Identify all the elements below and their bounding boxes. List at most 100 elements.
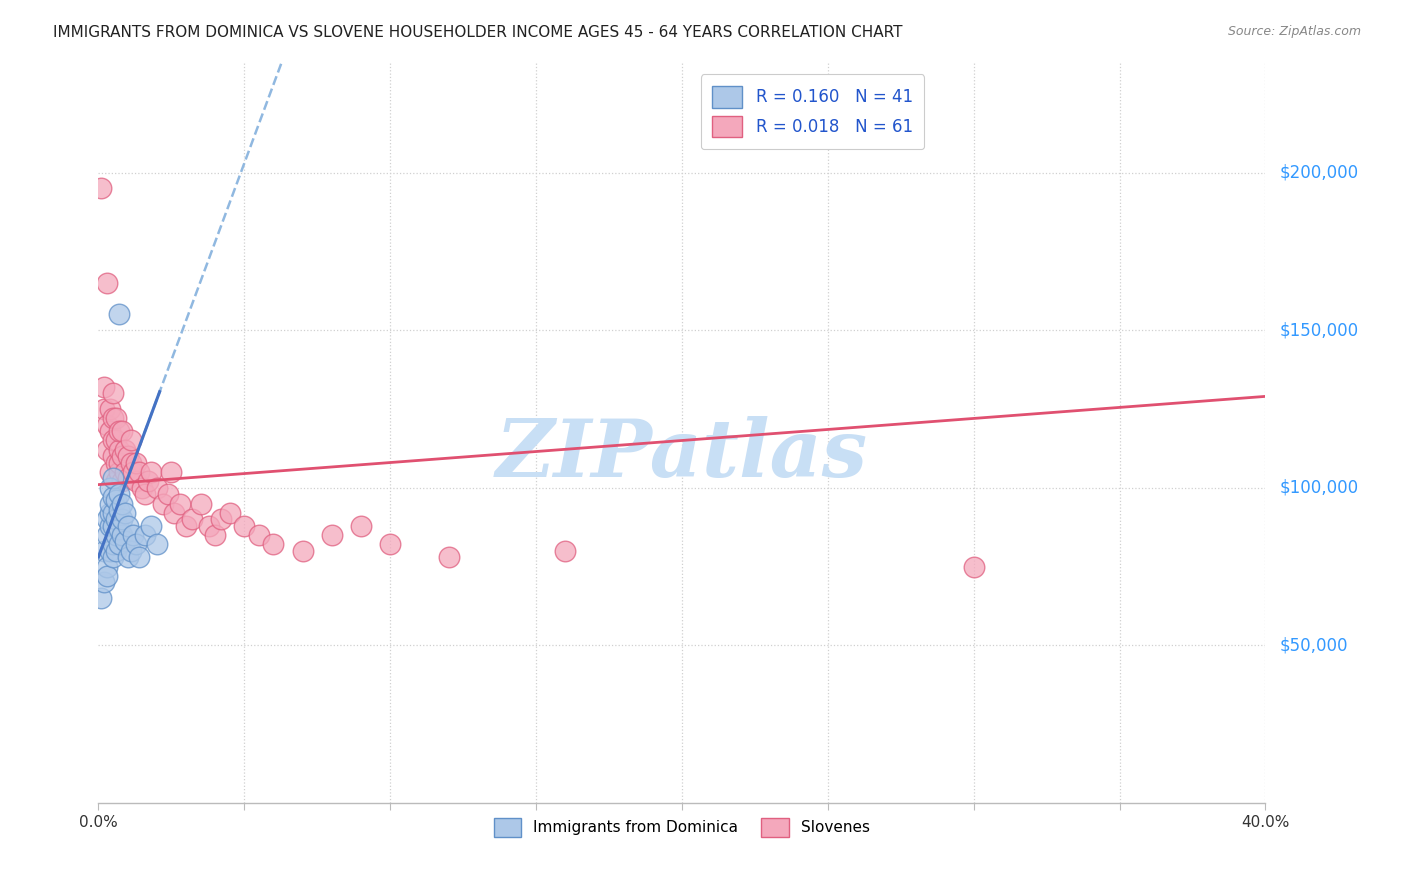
- Point: [96, 442, 118, 457]
- Point: [93, 402, 115, 417]
- Point: [98, 543, 121, 558]
- Point: [104, 434, 127, 448]
- Point: [962, 559, 984, 574]
- Point: [128, 550, 150, 565]
- Point: [136, 475, 159, 489]
- Point: [321, 528, 343, 542]
- Point: [111, 475, 134, 489]
- Point: [108, 522, 131, 536]
- Point: [101, 471, 124, 485]
- Point: [111, 512, 134, 526]
- Text: IMMIGRANTS FROM DOMINICA VS SLOVENE HOUSEHOLDER INCOME AGES 45 - 64 YEARS CORREL: IMMIGRANTS FROM DOMINICA VS SLOVENE HOUS…: [53, 25, 903, 40]
- Point: [98, 402, 121, 417]
- Point: [111, 496, 134, 510]
- Point: [101, 490, 124, 504]
- Point: [134, 528, 156, 542]
- Point: [139, 465, 162, 479]
- Point: [139, 518, 162, 533]
- Point: [108, 308, 131, 322]
- Point: [108, 465, 131, 479]
- Point: [98, 518, 121, 533]
- Point: [108, 442, 131, 457]
- Text: Source: ZipAtlas.com: Source: ZipAtlas.com: [1227, 25, 1361, 38]
- Point: [111, 528, 134, 542]
- Point: [128, 465, 150, 479]
- Point: [120, 456, 142, 470]
- Point: [198, 518, 221, 533]
- Point: [104, 475, 127, 489]
- Point: [101, 518, 124, 533]
- Point: [101, 506, 124, 520]
- Point: [90, 181, 112, 195]
- Point: [93, 543, 115, 558]
- Point: [104, 411, 127, 425]
- Point: [152, 496, 174, 510]
- Point: [262, 537, 284, 551]
- Point: [93, 575, 115, 590]
- Text: $50,000: $50,000: [1279, 636, 1348, 654]
- Text: ZIPatlas: ZIPatlas: [496, 416, 868, 493]
- Point: [117, 471, 139, 485]
- Point: [146, 481, 169, 495]
- Point: [98, 424, 121, 438]
- Point: [114, 534, 136, 549]
- Point: [125, 475, 148, 489]
- Point: [120, 543, 142, 558]
- Point: [160, 465, 183, 479]
- Point: [114, 465, 136, 479]
- Point: [104, 512, 127, 526]
- Point: [104, 528, 127, 542]
- Point: [101, 537, 124, 551]
- Point: [96, 276, 118, 290]
- Point: [108, 424, 131, 438]
- Point: [108, 537, 131, 551]
- Point: [104, 543, 127, 558]
- Point: [96, 559, 118, 574]
- Point: [169, 496, 191, 510]
- Point: [104, 493, 127, 508]
- Point: [120, 434, 142, 448]
- Point: [190, 496, 212, 510]
- Point: [108, 503, 131, 517]
- Point: [554, 543, 576, 558]
- Point: [93, 380, 115, 394]
- Legend: Immigrants from Dominica, Slovenes: Immigrants from Dominica, Slovenes: [488, 812, 876, 843]
- Point: [98, 496, 121, 510]
- Point: [247, 528, 270, 542]
- Point: [90, 591, 112, 605]
- Point: [96, 512, 118, 526]
- Point: [209, 512, 232, 526]
- Point: [131, 481, 153, 495]
- Point: [291, 543, 314, 558]
- Point: [108, 487, 131, 501]
- Point: [146, 537, 169, 551]
- Point: [108, 456, 131, 470]
- Point: [125, 456, 148, 470]
- Text: $150,000: $150,000: [1279, 321, 1358, 339]
- Point: [437, 550, 460, 565]
- Point: [101, 449, 124, 463]
- Point: [101, 550, 124, 565]
- Point: [180, 512, 202, 526]
- Point: [114, 506, 136, 520]
- Point: [122, 528, 145, 542]
- Point: [96, 569, 118, 583]
- Point: [134, 487, 156, 501]
- Point: [104, 456, 127, 470]
- Point: [174, 518, 197, 533]
- Point: [114, 442, 136, 457]
- Point: [122, 465, 145, 479]
- Point: [96, 528, 118, 542]
- Point: [163, 506, 186, 520]
- Point: [204, 528, 226, 542]
- Point: [101, 411, 124, 425]
- Point: [101, 434, 124, 448]
- Point: [350, 518, 373, 533]
- Point: [218, 506, 240, 520]
- Point: [157, 487, 180, 501]
- Point: [98, 465, 121, 479]
- Point: [117, 550, 139, 565]
- Point: [98, 481, 121, 495]
- Point: [117, 449, 139, 463]
- Text: $200,000: $200,000: [1279, 164, 1358, 182]
